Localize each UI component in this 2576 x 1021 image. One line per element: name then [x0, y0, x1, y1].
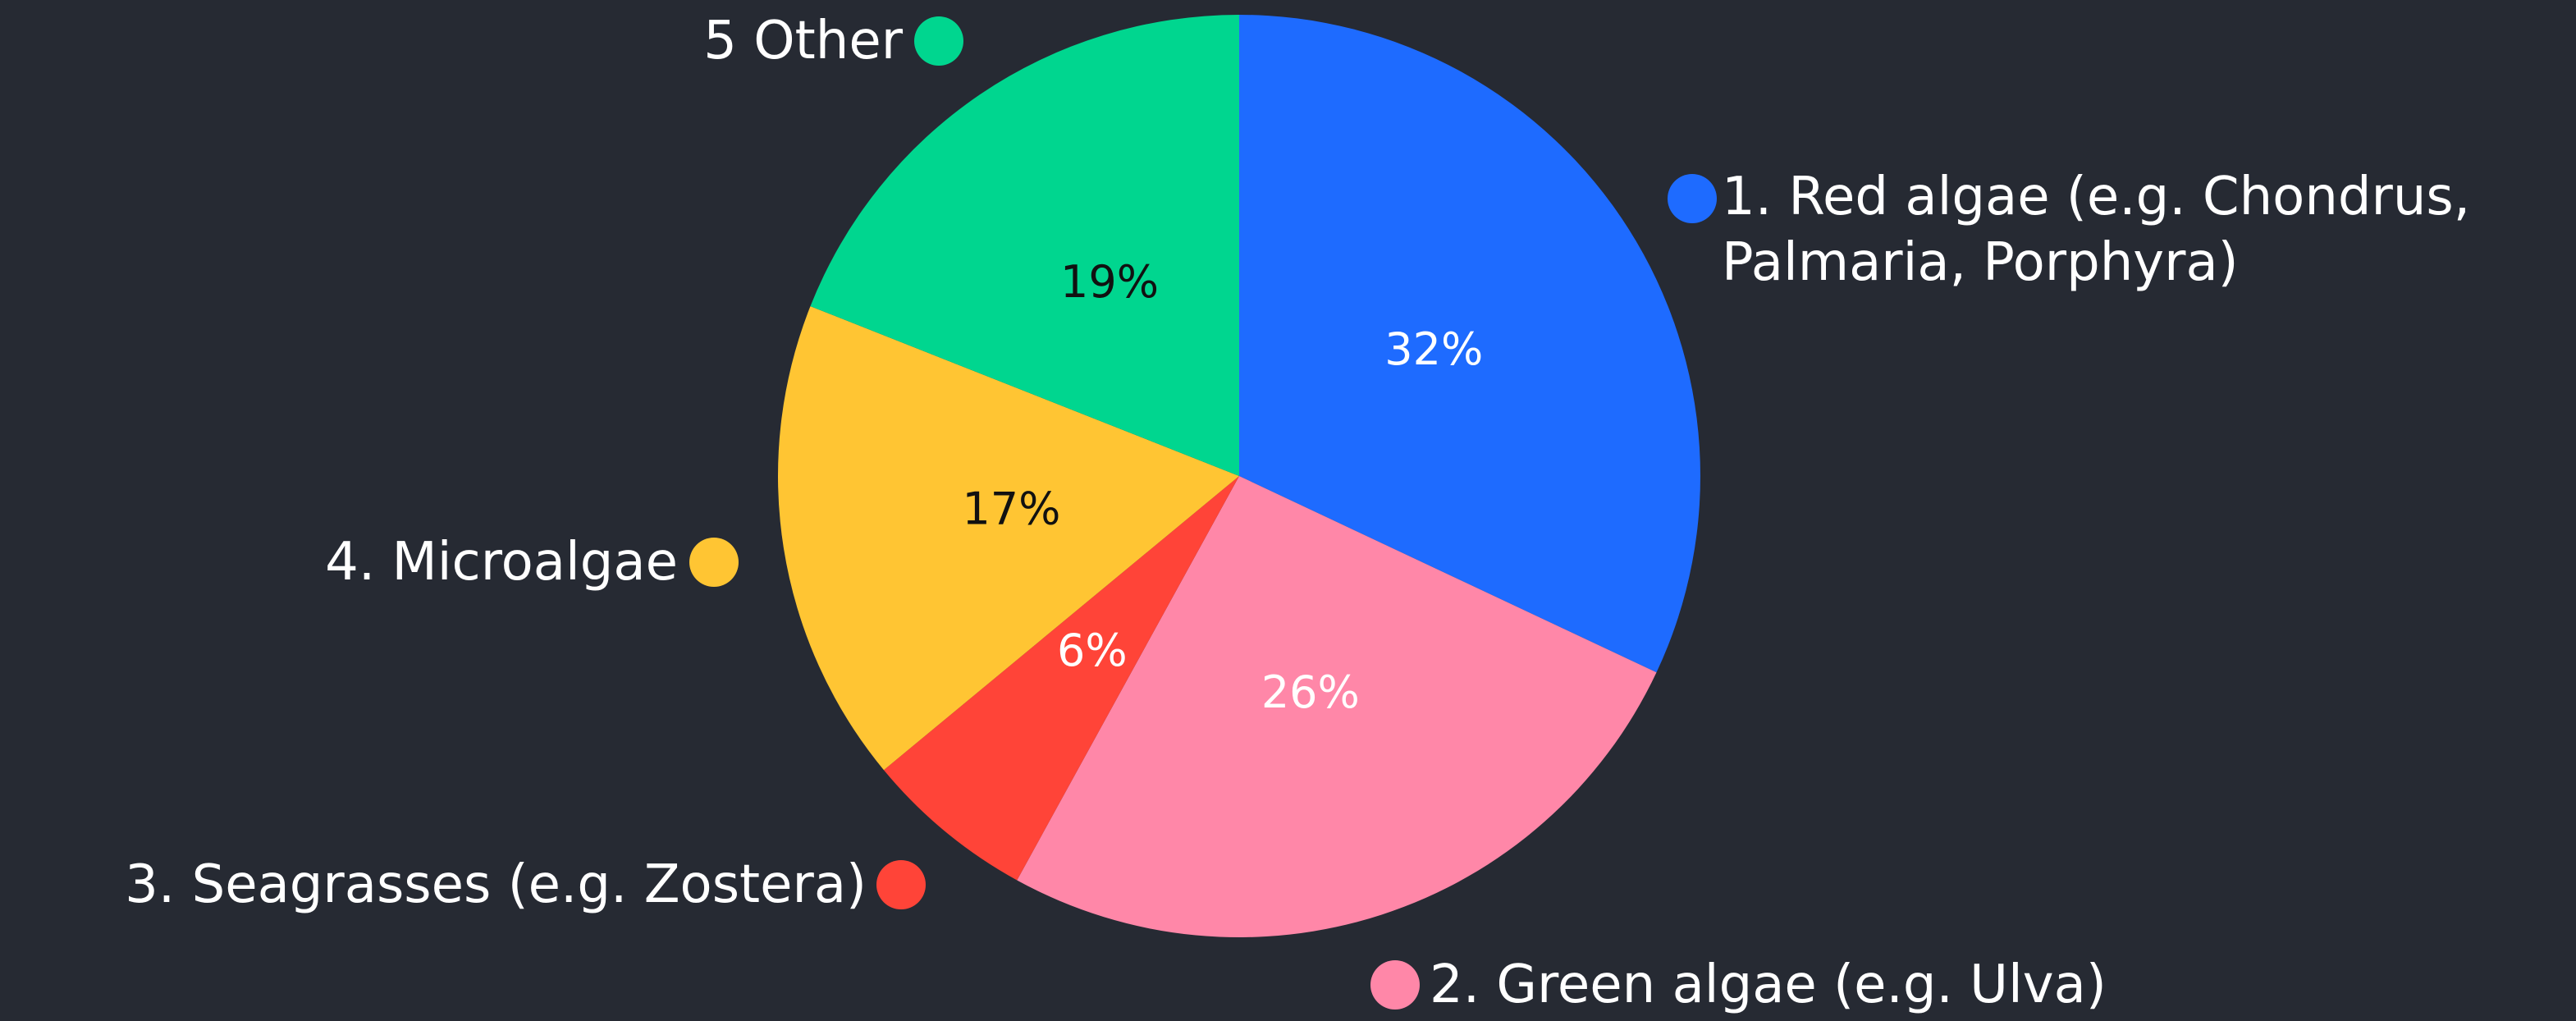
pie-slice — [810, 14, 1239, 476]
legend-label: 5 Other — [703, 11, 903, 71]
slice-label: 26% — [1261, 666, 1360, 718]
legend-dot — [914, 16, 963, 66]
legend-dot — [689, 538, 739, 587]
legend-label: 4. Microalgae — [325, 532, 678, 593]
slice-label: 19% — [1060, 256, 1159, 308]
legend-dot — [1668, 174, 1717, 223]
pie-slice — [883, 476, 1239, 881]
legend-label: 3. Seagrasses (e.g. Zostera) — [125, 854, 867, 915]
slice-label: 17% — [962, 483, 1060, 535]
legend-label: 1. Red algae (e.g. Chondrus, Palmaria, P… — [1722, 167, 2471, 293]
pie-slice — [1239, 15, 1700, 673]
slice-label: 6% — [1057, 625, 1128, 676]
pie-slice — [778, 306, 1239, 771]
legend-dot — [876, 860, 926, 909]
pie-slice — [1017, 476, 1657, 937]
slice-label: 32% — [1384, 323, 1483, 375]
legend-dot — [1370, 960, 1420, 1010]
legend-label: 2. Green algae (e.g. Ulva) — [1430, 955, 2107, 1015]
